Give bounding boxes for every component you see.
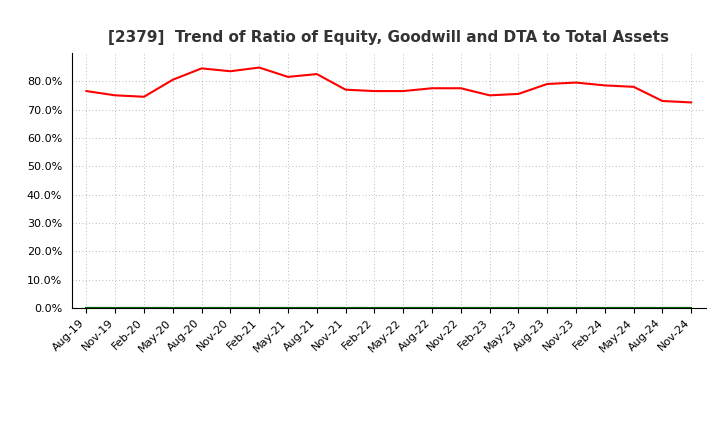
- Goodwill: [687, 305, 696, 311]
- Goodwill: [600, 305, 609, 311]
- Equity: [485, 93, 494, 98]
- Equity: [629, 84, 638, 89]
- Goodwill: [111, 305, 120, 311]
- Deferred Tax Assets: [341, 305, 350, 311]
- Goodwill: [312, 305, 321, 311]
- Deferred Tax Assets: [456, 305, 465, 311]
- Deferred Tax Assets: [629, 305, 638, 311]
- Equity: [600, 83, 609, 88]
- Equity: [687, 100, 696, 105]
- Deferred Tax Assets: [514, 305, 523, 311]
- Line: Equity: Equity: [86, 68, 691, 103]
- Equity: [255, 65, 264, 70]
- Deferred Tax Assets: [312, 305, 321, 311]
- Equity: [111, 93, 120, 98]
- Deferred Tax Assets: [140, 305, 148, 311]
- Deferred Tax Assets: [399, 305, 408, 311]
- Goodwill: [341, 305, 350, 311]
- Goodwill: [140, 305, 148, 311]
- Equity: [456, 86, 465, 91]
- Equity: [428, 86, 436, 91]
- Goodwill: [543, 305, 552, 311]
- Deferred Tax Assets: [658, 305, 667, 311]
- Goodwill: [284, 305, 292, 311]
- Equity: [572, 80, 580, 85]
- Equity: [312, 71, 321, 77]
- Equity: [370, 88, 379, 94]
- Goodwill: [572, 305, 580, 311]
- Deferred Tax Assets: [485, 305, 494, 311]
- Equity: [284, 74, 292, 80]
- Equity: [226, 69, 235, 74]
- Deferred Tax Assets: [197, 305, 206, 311]
- Equity: [168, 77, 177, 82]
- Goodwill: [514, 305, 523, 311]
- Goodwill: [197, 305, 206, 311]
- Title: [2379]  Trend of Ratio of Equity, Goodwill and DTA to Total Assets: [2379] Trend of Ratio of Equity, Goodwil…: [108, 29, 670, 45]
- Goodwill: [456, 305, 465, 311]
- Goodwill: [399, 305, 408, 311]
- Equity: [543, 81, 552, 87]
- Deferred Tax Assets: [543, 305, 552, 311]
- Deferred Tax Assets: [600, 305, 609, 311]
- Equity: [399, 88, 408, 94]
- Equity: [140, 94, 148, 99]
- Goodwill: [485, 305, 494, 311]
- Deferred Tax Assets: [428, 305, 436, 311]
- Deferred Tax Assets: [284, 305, 292, 311]
- Equity: [658, 99, 667, 104]
- Equity: [82, 88, 91, 94]
- Deferred Tax Assets: [572, 305, 580, 311]
- Deferred Tax Assets: [370, 305, 379, 311]
- Equity: [341, 87, 350, 92]
- Goodwill: [629, 305, 638, 311]
- Goodwill: [658, 305, 667, 311]
- Deferred Tax Assets: [226, 305, 235, 311]
- Goodwill: [370, 305, 379, 311]
- Deferred Tax Assets: [111, 305, 120, 311]
- Deferred Tax Assets: [687, 305, 696, 311]
- Goodwill: [82, 305, 91, 311]
- Goodwill: [255, 305, 264, 311]
- Deferred Tax Assets: [255, 305, 264, 311]
- Goodwill: [226, 305, 235, 311]
- Deferred Tax Assets: [168, 305, 177, 311]
- Deferred Tax Assets: [82, 305, 91, 311]
- Goodwill: [168, 305, 177, 311]
- Goodwill: [428, 305, 436, 311]
- Equity: [197, 66, 206, 71]
- Equity: [514, 91, 523, 96]
